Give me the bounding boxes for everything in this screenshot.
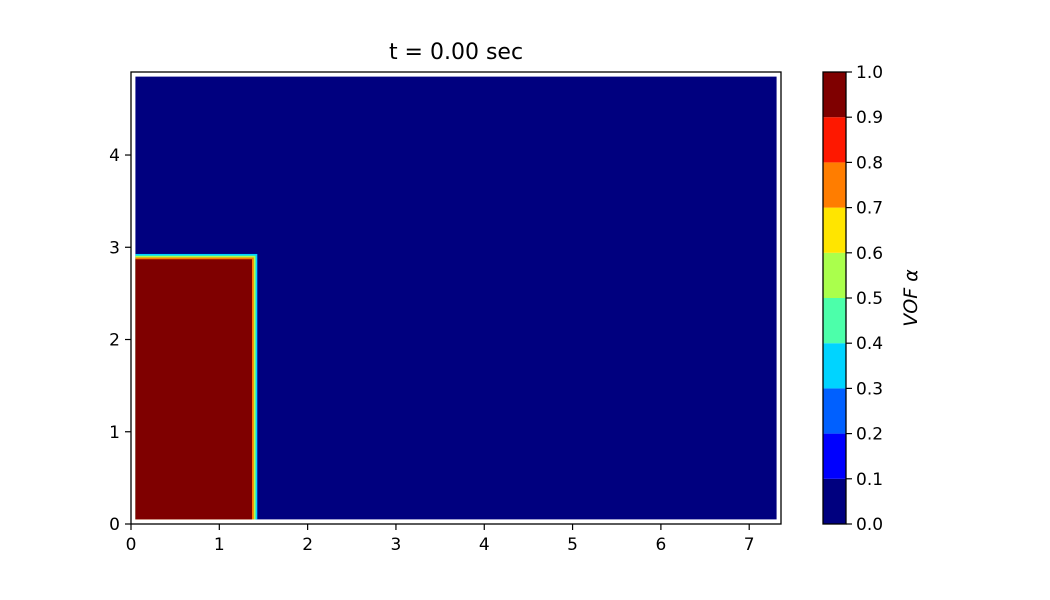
colorbar-tick-label: 0.5 — [856, 289, 883, 309]
colorbar: 0.0 0.1 0.2 0.3 0.4 0.5 0.6 0.7 0.8 0.9 1.0 VOF α — [822, 63, 922, 535]
y-axis: 0 1 2 3 4 — [109, 146, 131, 535]
colorbar-level — [823, 343, 846, 389]
colorbar-tick-label: 1.0 — [856, 63, 883, 83]
colorbar-tick-label: 0.1 — [856, 470, 883, 490]
colorbar-tick-label: 0.3 — [856, 379, 883, 399]
x-tick-label: 1 — [214, 535, 225, 555]
colorbar-tick-label: 0.6 — [856, 244, 883, 264]
x-tick-label: 4 — [479, 535, 490, 555]
x-tick-label: 3 — [391, 535, 402, 555]
x-tick-label: 2 — [302, 535, 313, 555]
colorbar-level — [823, 298, 846, 344]
colorbar-ticks: 0.0 0.1 0.2 0.3 0.4 0.5 0.6 0.7 0.8 0.9 1.0 — [846, 63, 883, 535]
colorbar-tick-label: 0.2 — [856, 425, 883, 445]
x-tick-label: 0 — [126, 535, 137, 555]
colorbar-tick-label: 0.4 — [856, 334, 883, 354]
colorbar-level — [823, 433, 846, 479]
y-tick-label: 2 — [109, 331, 120, 351]
colorbar-label: VOF α — [900, 269, 922, 327]
x-tick-label: 5 — [567, 535, 578, 555]
colorbar-tick-label: 0.8 — [856, 153, 883, 173]
colorbar-level — [823, 117, 846, 163]
y-tick-label: 3 — [109, 238, 120, 258]
colorbar-level — [823, 162, 846, 208]
x-tick-label: 6 — [655, 535, 666, 555]
colorbar-level — [823, 252, 846, 298]
x-tick-label: 7 — [744, 535, 755, 555]
colorbar-tick-label: 0.7 — [856, 199, 883, 219]
colorbar-tick-label: 0.9 — [856, 108, 883, 128]
colorbar-level — [823, 388, 846, 434]
colorbar-level — [823, 207, 846, 253]
vof-field — [135, 76, 777, 520]
x-axis: 0 1 2 3 4 5 6 7 — [126, 524, 755, 555]
plot-area — [130, 71, 782, 525]
y-tick-label: 1 — [109, 423, 120, 443]
colorbar-tick-label: 0.0 — [856, 515, 883, 535]
y-tick-label: 4 — [109, 146, 120, 166]
y-tick-label: 0 — [109, 515, 120, 535]
chart-title: t = 0.00 sec — [389, 40, 523, 65]
colorbar-levels — [823, 72, 846, 524]
plot-frame — [130, 71, 782, 525]
colorbar-level — [823, 478, 846, 524]
colorbar-level — [823, 72, 846, 118]
fluid-column — [135, 259, 252, 520]
